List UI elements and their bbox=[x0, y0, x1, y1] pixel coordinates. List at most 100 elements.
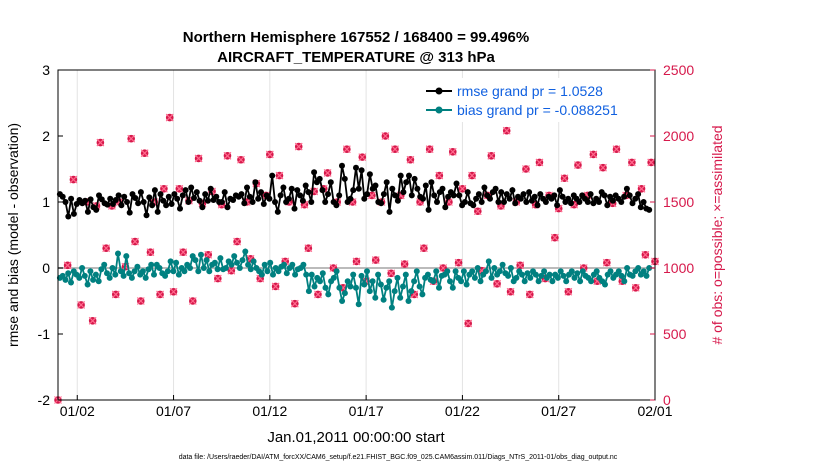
rmse-point bbox=[202, 191, 209, 198]
bias-point bbox=[339, 298, 346, 304]
bias-point bbox=[217, 255, 224, 262]
bias-point bbox=[95, 278, 102, 285]
obs-assimilated-marker bbox=[550, 233, 559, 242]
rmse-point bbox=[135, 200, 142, 207]
bias-point bbox=[615, 268, 622, 275]
bias-point bbox=[361, 281, 368, 288]
bias-point bbox=[239, 257, 246, 264]
bias-point bbox=[98, 266, 105, 273]
rmse-point bbox=[450, 192, 457, 199]
obs-possible-point bbox=[88, 316, 97, 325]
rmse-point bbox=[266, 195, 273, 202]
rmse-point bbox=[269, 172, 276, 179]
rmse-point bbox=[428, 179, 435, 186]
obs-assimilated-marker bbox=[194, 154, 203, 163]
bias-point bbox=[419, 291, 426, 298]
bias-point bbox=[460, 268, 467, 275]
bias-point bbox=[162, 272, 169, 279]
obs-assimilated-marker bbox=[391, 145, 399, 154]
rmse-point bbox=[431, 192, 438, 199]
rmse-point bbox=[481, 184, 488, 191]
obs-assimilated-marker bbox=[589, 150, 598, 159]
rmse-point bbox=[316, 175, 323, 182]
bias-point bbox=[366, 288, 373, 295]
y-right-tick-label: 1000 bbox=[663, 260, 694, 276]
rmse-point bbox=[372, 182, 379, 189]
rmse-point bbox=[204, 197, 211, 204]
obs-possible-point bbox=[102, 244, 111, 253]
rmse-point bbox=[408, 192, 415, 199]
rmse-point bbox=[255, 195, 262, 202]
rmse-point bbox=[177, 205, 183, 212]
obs-assimilated-marker bbox=[493, 279, 502, 288]
obs-possible-point bbox=[275, 171, 284, 180]
rmse-point bbox=[632, 195, 639, 202]
obs-assimilated-marker bbox=[637, 184, 646, 193]
obs-assimilated-marker bbox=[175, 184, 184, 193]
bias-point bbox=[391, 288, 398, 295]
bias-point bbox=[164, 268, 171, 275]
rmse-point bbox=[179, 192, 186, 199]
obs-assimilated-marker bbox=[96, 138, 105, 147]
rmse-point bbox=[107, 195, 114, 202]
rmse-point bbox=[554, 202, 561, 209]
x-tick-label: 01/17 bbox=[349, 403, 384, 419]
bias-point bbox=[602, 281, 608, 288]
obs-assimilated-marker bbox=[290, 299, 299, 308]
bias-point bbox=[79, 265, 86, 271]
rmse-point bbox=[456, 192, 463, 199]
bias-point bbox=[436, 284, 442, 291]
obs-possible-point bbox=[560, 174, 569, 183]
obs-possible-point bbox=[506, 287, 515, 296]
rmse-point bbox=[517, 195, 524, 202]
rmse-point bbox=[246, 193, 253, 200]
rmse-point bbox=[112, 197, 119, 203]
bias-point bbox=[557, 268, 564, 275]
bias-point bbox=[311, 283, 318, 290]
bias-point bbox=[629, 272, 636, 279]
bias-point bbox=[134, 263, 141, 270]
obs-assimilated-marker bbox=[522, 165, 530, 173]
bias-point bbox=[521, 278, 528, 285]
bias-point bbox=[247, 266, 254, 273]
bias-point bbox=[469, 268, 476, 275]
bias-point bbox=[115, 250, 121, 257]
obs-possible-point bbox=[464, 319, 473, 328]
rmse-point bbox=[104, 201, 111, 208]
rmse-point bbox=[302, 182, 309, 189]
rmse-point bbox=[392, 192, 399, 199]
bias-point bbox=[491, 265, 498, 271]
obs-possible-point bbox=[493, 279, 502, 288]
obs-assimilated-marker bbox=[506, 287, 515, 296]
bias-point bbox=[380, 296, 387, 303]
obs-assimilated-marker bbox=[371, 256, 380, 265]
obs-possible-point bbox=[77, 301, 86, 309]
obs-possible-point bbox=[146, 248, 155, 257]
obs-assimilated-marker bbox=[88, 316, 97, 325]
obs-possible-point bbox=[188, 297, 197, 305]
rmse-point bbox=[160, 197, 167, 204]
rmse-point bbox=[434, 199, 440, 205]
bias-point bbox=[120, 272, 127, 279]
rmse-point bbox=[258, 189, 264, 196]
rmse-point bbox=[244, 184, 250, 191]
bias-point bbox=[408, 288, 415, 295]
obs-possible-point bbox=[204, 250, 213, 259]
bias-point bbox=[325, 291, 332, 298]
rmse-point bbox=[350, 187, 357, 194]
obs-assimilated-marker bbox=[535, 158, 544, 167]
bias-point bbox=[471, 274, 478, 281]
bias-point bbox=[195, 268, 202, 275]
rmse-point bbox=[623, 185, 630, 192]
obs-possible-point bbox=[265, 150, 274, 159]
obs-possible-point bbox=[602, 258, 611, 267]
bias-point bbox=[372, 294, 379, 301]
obs-possible-point bbox=[406, 155, 415, 164]
rmse-point bbox=[277, 192, 284, 199]
rmse-point bbox=[311, 169, 318, 176]
y-right-tick-label: 1500 bbox=[663, 194, 694, 210]
bias-point bbox=[507, 265, 514, 271]
rmse-point bbox=[394, 197, 401, 204]
rmse-point bbox=[526, 189, 533, 196]
